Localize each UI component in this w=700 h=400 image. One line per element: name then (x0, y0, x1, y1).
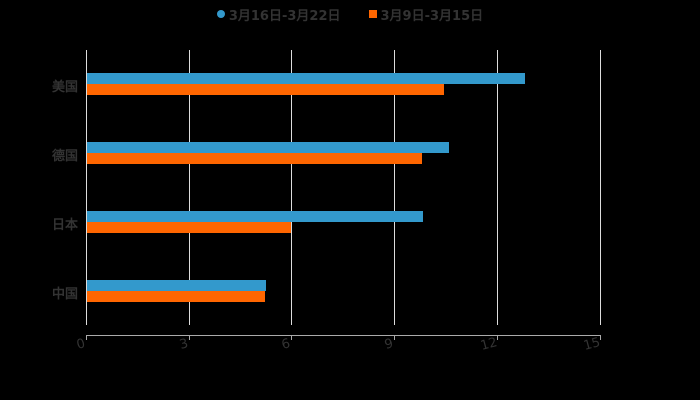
y-label: 美国 (51, 80, 78, 95)
legend-square-icon (368, 10, 377, 18)
bar-jp-series1[interactable] (87, 211, 423, 222)
legend-label: 3月9日-3月15日 (380, 8, 484, 24)
bar-jp-series2[interactable] (87, 222, 291, 233)
legend-item-series1[interactable]: 3月16日-3月22日 (216, 5, 341, 24)
legend-dot-icon (216, 10, 225, 18)
bar-us-series2[interactable] (87, 84, 444, 95)
legend-item-series2[interactable]: 3月9日-3月15日 (368, 5, 484, 24)
y-label: 日本 (51, 218, 78, 233)
legend-label: 3月16日-3月22日 (228, 8, 341, 24)
bar-de-series1[interactable] (87, 142, 449, 153)
bar-us-series1[interactable] (87, 73, 525, 84)
bar-cn-series1[interactable] (87, 280, 266, 291)
y-label: 德国 (51, 149, 78, 164)
bar-de-series2[interactable] (87, 153, 422, 164)
chart-legend: 3月16日-3月22日 3月9日-3月15日 (0, 4, 700, 24)
bar-cn-series2[interactable] (87, 291, 265, 302)
y-label: 中国 (51, 287, 78, 302)
